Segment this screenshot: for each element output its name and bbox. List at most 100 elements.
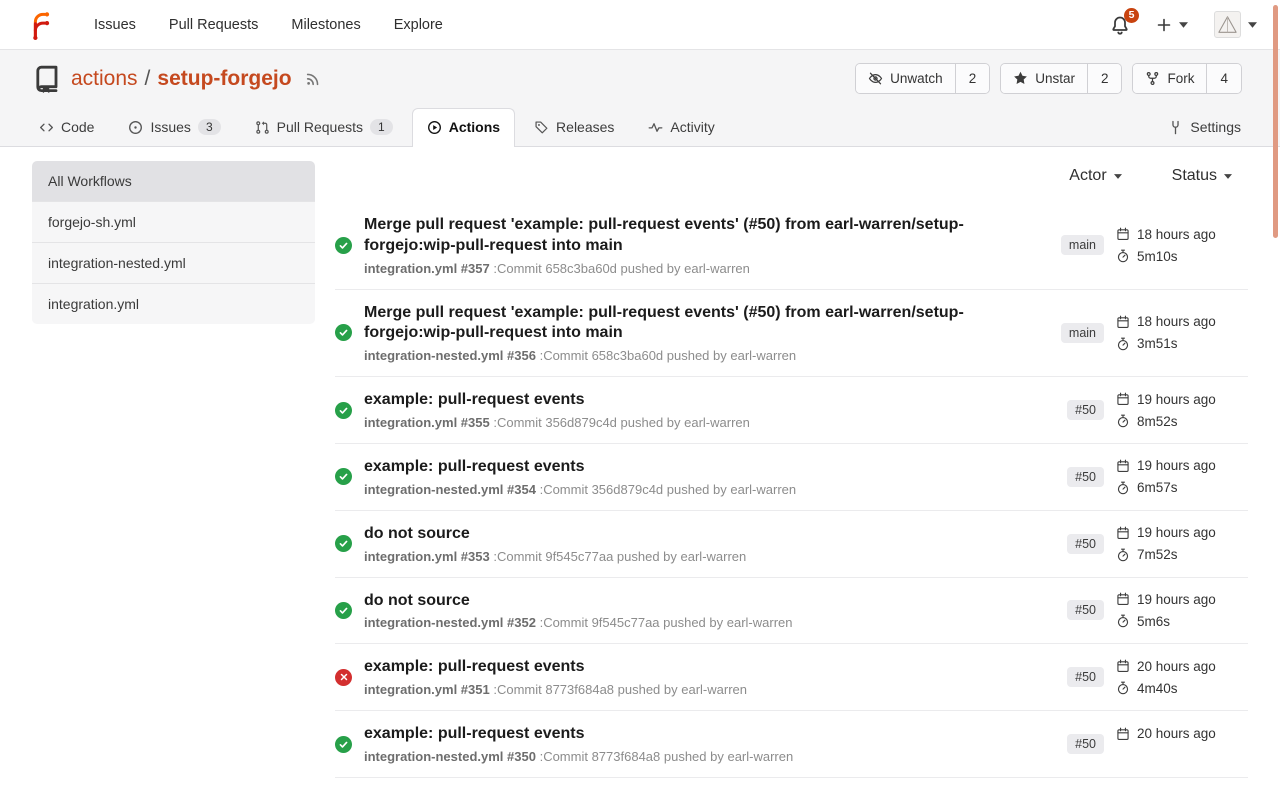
run-ref-badge[interactable]: main [1060,235,1104,256]
run-commit-info: :Commit 9f545c77aa pushed by earl-warren [493,548,747,564]
run-time-label: 20 hours ago [1137,658,1216,674]
repo-header: actions / setup-forgejo Unwatch [0,50,1280,147]
tab-releases[interactable]: Releases [519,108,629,146]
tab-code-label: Code [61,119,95,135]
run-workflow-ref: integration.yml #353 [364,548,490,564]
eye-slash-icon [868,72,883,85]
workflow-run-row[interactable]: example: pull-request events integration… [335,711,1248,778]
tab-pull-requests[interactable]: Pull Requests 1 [240,108,408,146]
check-icon [339,473,348,481]
actions-content: All Workflows forgejo-sh.yml integration… [0,147,1280,778]
create-new-button[interactable] [1156,17,1188,33]
user-menu-button[interactable] [1214,11,1257,38]
run-commit-info: :Commit 658c3ba60d pushed by earl-warren [539,348,797,364]
run-commit-info: :Commit 9f545c77aa pushed by earl-warren [539,615,793,631]
run-title-link[interactable]: example: pull-request events [364,391,585,409]
workflow-run-row[interactable]: do not source integration-nested.yml #35… [335,578,1248,645]
tab-issues[interactable]: Issues 3 [113,108,235,146]
workflow-run-row[interactable]: example: pull-request events integration… [335,444,1248,511]
top-navbar: Issues Pull Requests Milestones Explore … [0,0,1280,50]
workflow-run-row[interactable]: Merge pull request 'example: pull-reques… [335,290,1248,378]
workflow-run-row[interactable]: do not source integration.yml #353 :Comm… [335,511,1248,578]
run-text: example: pull-request events integration… [364,657,1055,697]
forgejo-logo[interactable] [26,10,56,40]
run-title-link[interactable]: example: pull-request events [364,457,585,475]
nav-milestones[interactable]: Milestones [291,16,361,33]
run-title-link[interactable]: example: pull-request events [364,658,585,676]
tab-activity[interactable]: Activity [633,108,729,146]
workflow-run-row[interactable]: Merge pull request 'example: pull-reques… [335,202,1248,290]
check-icon [339,330,348,337]
sidebar-item-all-workflows[interactable]: All Workflows [32,161,315,201]
run-text: do not source integration-nested.yml #35… [364,591,1055,631]
run-title-link[interactable]: Merge pull request 'example: pull-reques… [364,303,964,342]
run-ref-badge[interactable]: #50 [1067,734,1104,755]
check-icon [339,741,348,748]
sidebar-item-integration-nested[interactable]: integration-nested.yml [32,242,315,283]
run-ref-badge[interactable]: #50 [1067,533,1104,554]
run-ref-badge[interactable]: #50 [1067,600,1104,621]
tab-settings[interactable]: Settings [1153,108,1256,146]
rss-feed-button[interactable] [305,70,322,87]
run-subtitle: integration-nested.yml #352 :Commit 9f54… [364,615,1055,630]
run-meta: 19 hours ago 7m52s [1116,525,1248,562]
run-status-icon [335,735,352,753]
unwatch-button[interactable]: Unwatch [856,64,955,93]
workflow-run-row[interactable]: example: pull-request events integration… [335,377,1248,444]
run-meta: 20 hours ago [1116,726,1248,762]
run-workflow-ref: integration.yml #355 [364,414,490,430]
run-time-label: 19 hours ago [1137,525,1216,541]
status-filter-label: Status [1171,167,1217,184]
run-subtitle: integration.yml #357 :Commit 658c3ba60d … [364,261,1049,276]
run-time: 18 hours ago [1116,314,1248,329]
run-title-link[interactable]: example: pull-request events [364,725,585,743]
nav-pull-requests[interactable]: Pull Requests [168,16,259,33]
run-subtitle: integration.yml #353 :Commit 9f545c77aa … [364,549,1055,564]
stopwatch-icon [1117,249,1129,263]
stars-count[interactable]: 2 [1086,64,1122,93]
play-circle-icon [427,120,441,134]
repo-name-link[interactable]: setup-forgejo [157,66,292,90]
tab-code[interactable]: Code [24,108,109,146]
run-ref-badge[interactable]: #50 [1067,400,1104,421]
tab-activity-label: Activity [670,119,715,135]
sidebar-item-forgejo-sh[interactable]: forgejo-sh.yml [32,201,315,242]
fork-button[interactable]: Fork [1133,64,1207,93]
run-duration-label: 3m51s [1137,336,1178,352]
run-ref-badge[interactable]: main [1060,322,1104,343]
nav-issues[interactable]: Issues [94,16,136,33]
actor-filter-dropdown[interactable]: Actor [1063,166,1127,186]
vertical-scrollbar[interactable] [1273,5,1278,238]
run-time: 19 hours ago [1116,458,1248,473]
run-title-link[interactable]: Merge pull request 'example: pull-reques… [364,216,964,254]
workflow-run-row[interactable]: example: pull-request events integration… [335,644,1248,712]
run-commit-info: :Commit 356d879c4d pushed by earl-warren [493,414,750,430]
watchers-count[interactable]: 2 [954,64,990,93]
calendar-icon [1117,727,1129,740]
run-title-link[interactable]: do not source [364,591,470,609]
notifications-button[interactable]: 5 [1110,7,1139,35]
breadcrumb-separator: / [144,66,151,90]
pull-request-icon [255,120,269,134]
run-title-link[interactable]: do not source [364,524,470,542]
repo-icon [36,65,58,93]
repo-owner-link[interactable]: actions [71,66,138,90]
star-button-group: Unstar 2 [1000,63,1123,94]
run-ref-badge[interactable]: #50 [1067,667,1104,688]
forks-count[interactable]: 4 [1206,64,1241,93]
status-filter-dropdown[interactable]: Status [1166,166,1238,186]
run-time: 19 hours ago [1116,525,1248,540]
code-icon [40,123,53,131]
tab-releases-label: Releases [556,119,615,135]
sidebar-item-integration[interactable]: integration.yml [32,283,315,324]
calendar-icon [1117,593,1129,606]
tab-actions[interactable]: Actions [411,108,516,147]
run-ref-badge[interactable]: #50 [1067,466,1104,487]
run-status-icon [335,324,352,342]
run-duration-label: 8m52s [1137,413,1178,429]
run-status-icon [335,535,352,553]
unstar-button[interactable]: Unstar [1001,64,1087,93]
calendar-icon [1117,315,1129,328]
nav-explore[interactable]: Explore [393,16,443,33]
repo-breadcrumb: actions / setup-forgejo [71,67,292,91]
